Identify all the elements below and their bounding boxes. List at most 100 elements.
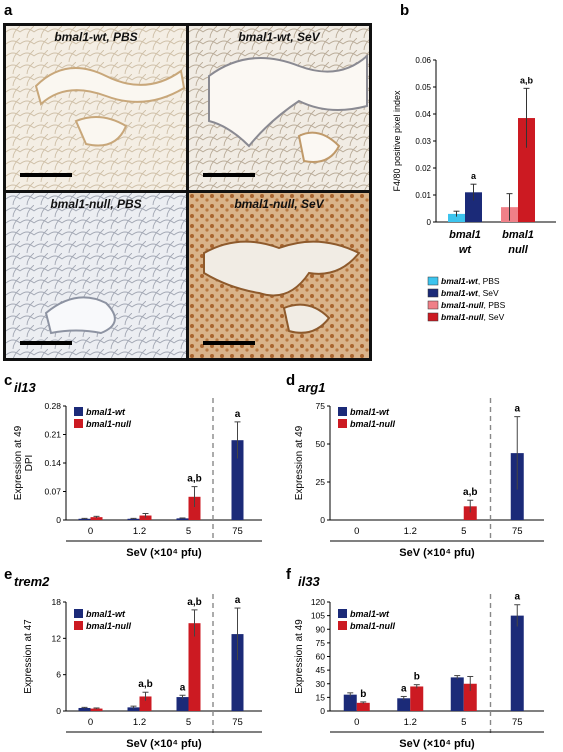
legend-swatch <box>427 276 439 286</box>
x-group-label: null <box>508 244 528 256</box>
bar <box>176 518 189 520</box>
bar <box>231 440 244 520</box>
y-axis-label: Expression at 49 <box>294 425 305 500</box>
significance-label: a,b <box>187 597 201 608</box>
tissue-texture <box>189 193 369 358</box>
x-tick-label: 0 <box>354 717 359 728</box>
y-tick-label: 30 <box>316 679 326 689</box>
bar <box>90 708 103 711</box>
bar <box>356 702 370 711</box>
bar <box>448 213 465 222</box>
y-tick-label: 0.06 <box>415 56 431 65</box>
legend-swatch <box>338 609 347 618</box>
y-tick-label: 0.14 <box>44 458 61 468</box>
x-tick-label: 75 <box>232 717 243 728</box>
micrograph-label: bmal1-wt, PBS <box>54 30 138 44</box>
bar <box>465 192 482 222</box>
significance-label: a,b <box>463 487 477 498</box>
y-tick-label: 90 <box>316 624 326 634</box>
significance-label: a <box>235 595 241 606</box>
bar <box>90 517 103 520</box>
y-tick-label: 0 <box>320 515 325 525</box>
chart-title: il13 <box>14 380 36 395</box>
x-tick-label: 75 <box>512 526 523 537</box>
bar <box>397 698 411 711</box>
y-tick-label: 0 <box>320 706 325 716</box>
legend-swatch <box>74 621 83 630</box>
y-axis-label: Expression at 47 <box>23 619 34 694</box>
legend-swatch <box>338 419 347 428</box>
chart-arg1: arg1 0 25 50 75 Expression at 49 0 1.2 a,b 5 a 75 Se… <box>294 380 544 559</box>
x-tick-label: 5 <box>461 526 466 537</box>
significance-label: a <box>514 592 520 603</box>
y-axis-label: F4/80 positive pixel index <box>392 90 402 192</box>
x-group-label: wt <box>459 244 473 256</box>
tissue-texture <box>6 26 186 190</box>
y-tick-label: 0 <box>56 706 61 716</box>
panel-letter-b: b <box>400 2 410 19</box>
chart-trem2: trem2 0 6 12 18 Expression at 47 0 a,b 1.2 a a,b 5 a… <box>14 574 262 750</box>
legend-label: bmal1-null <box>350 621 396 631</box>
tissue-texture <box>6 193 186 358</box>
y-tick-label: 25 <box>316 477 326 487</box>
micrograph-wt-pbs: bmal1-wt, PBS <box>6 26 186 190</box>
bar <box>139 515 152 520</box>
micrograph-wt-sev: bmal1-wt, SeV <box>189 26 369 190</box>
significance-label: a <box>471 171 477 181</box>
panel-letter-d: d <box>286 372 296 389</box>
legend-swatch <box>427 300 439 310</box>
panel-letter-c: c <box>4 372 13 389</box>
x-tick-label: 0 <box>88 526 93 537</box>
micrograph-null-sev: bmal1-null, SeV <box>189 193 369 358</box>
chart-title: trem2 <box>14 574 50 589</box>
legend-label: bmal1-wt <box>350 609 390 619</box>
y-tick-label: 12 <box>52 633 62 643</box>
micrograph-label: bmal1-wt, SeV <box>238 30 320 44</box>
bar <box>78 518 91 520</box>
bar <box>410 686 424 711</box>
significance-label: a <box>514 404 520 415</box>
bar <box>188 623 201 711</box>
x-group-label: bmal1 <box>449 229 481 241</box>
y-tick-label: 105 <box>311 611 325 621</box>
x-group-label: bmal1 <box>502 229 534 241</box>
significance-label: a,b <box>138 679 152 690</box>
legend-label: bmal1-wt <box>350 407 390 417</box>
scale-bar <box>20 173 72 177</box>
significance-label: b <box>414 672 420 683</box>
bar <box>139 696 152 711</box>
legend-label: bmal1-null <box>86 419 132 429</box>
significance-label: a <box>180 682 186 693</box>
y-tick-label: 120 <box>311 597 325 607</box>
bar <box>343 694 357 711</box>
y-tick-label: 75 <box>316 638 326 648</box>
y-tick-label: 0 <box>56 515 61 525</box>
legend-label: bmal1-wt, SeV <box>441 288 499 298</box>
chart-title: il33 <box>298 574 320 589</box>
scale-bar <box>20 341 72 345</box>
y-tick-label: 0.04 <box>415 110 431 119</box>
legend-label: bmal1-null <box>86 621 132 631</box>
significance-label: a <box>401 683 407 694</box>
significance-label: a,b <box>520 75 534 85</box>
x-tick-label: 1.2 <box>133 526 146 537</box>
x-axis-label: SeV (×10⁴ pfu) <box>126 547 202 559</box>
y-tick-label: 60 <box>316 652 326 662</box>
y-axis-label: Expression at 49 <box>13 425 24 500</box>
bar <box>518 118 535 222</box>
bar <box>176 697 189 711</box>
y-tick-label: 6 <box>56 670 61 680</box>
y-axis-label: Expression at 49 <box>294 619 305 694</box>
legend-swatch <box>74 407 83 416</box>
bar <box>188 496 201 520</box>
y-tick-label: 0.28 <box>44 401 61 411</box>
legend-swatch <box>427 288 439 298</box>
scale-bar <box>203 341 255 345</box>
legend-label: bmal1-null <box>350 419 396 429</box>
x-tick-label: 5 <box>186 717 191 728</box>
micrograph-grid: bmal1-wt, PBS bmal1-wt, SeV <box>3 23 372 361</box>
x-tick-label: 1.2 <box>133 717 146 728</box>
legend-label: bmal1-wt <box>86 609 126 619</box>
bar <box>450 677 464 711</box>
chart-title: arg1 <box>298 380 325 395</box>
